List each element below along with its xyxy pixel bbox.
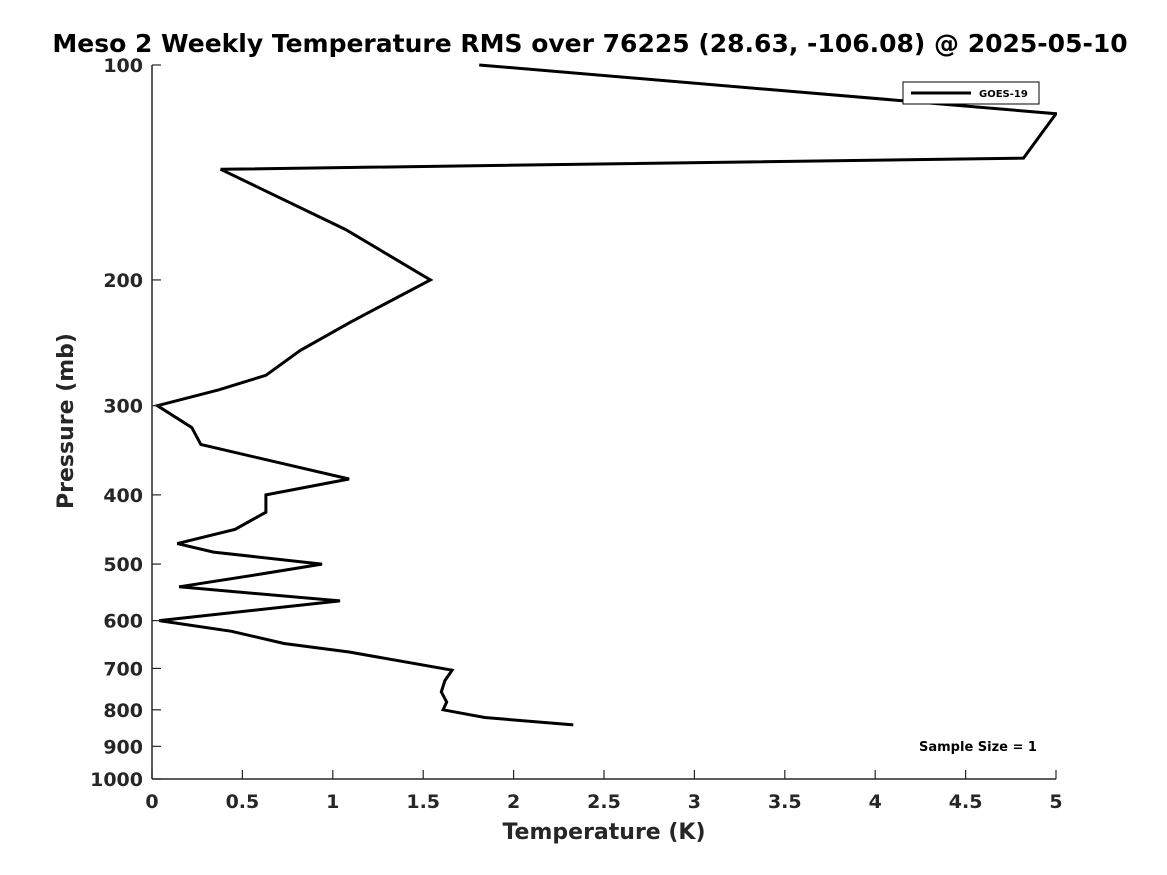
y-tick-label: 100 [103,55,143,77]
x-tick-label: 3.5 [768,791,802,813]
x-axis-label: Temperature (K) [502,820,705,845]
x-tick-label: 1 [326,791,339,813]
y-tick-label: 900 [103,736,143,758]
y-tick-label: 300 [103,396,143,418]
x-ticks: 0 0.5 1 1.5 2 2.5 3 3.5 4 4.5 5 [145,770,1063,813]
y-tick-label: 1000 [90,769,143,791]
series-layer [153,63,1057,727]
x-tick-label: 2 [507,791,520,813]
x-tick-label: 4 [869,791,882,813]
y-tick-label: 500 [103,554,143,576]
series-line-goes-19 [153,63,1057,727]
legend-label-goes-19: GOES-19 [979,89,1028,100]
y-tick-label: 800 [103,700,143,722]
x-tick-label: 4.5 [949,791,983,813]
x-tick-label: 5 [1049,791,1062,813]
chart-title: Meso 2 Weekly Temperature RMS over 76225… [52,29,1127,58]
y-tick-label: 700 [103,658,143,680]
y-tick-label: 200 [103,270,143,292]
y-axis-label: Pressure (mb) [54,333,79,509]
x-tick-label: 2.5 [587,791,621,813]
x-tick-label: 1.5 [406,791,440,813]
y-ticks: 100 200 300 400 500 600 700 800 900 1000 [90,55,161,791]
y-tick-label: 600 [103,611,143,633]
x-tick-label: 3 [688,791,701,813]
y-tick-label: 400 [103,485,143,507]
sample-size-annotation: Sample Size = 1 [919,740,1037,755]
x-tick-label: 0 [145,791,158,813]
x-tick-label: 0.5 [226,791,260,813]
legend: GOES-19 [902,81,1040,105]
